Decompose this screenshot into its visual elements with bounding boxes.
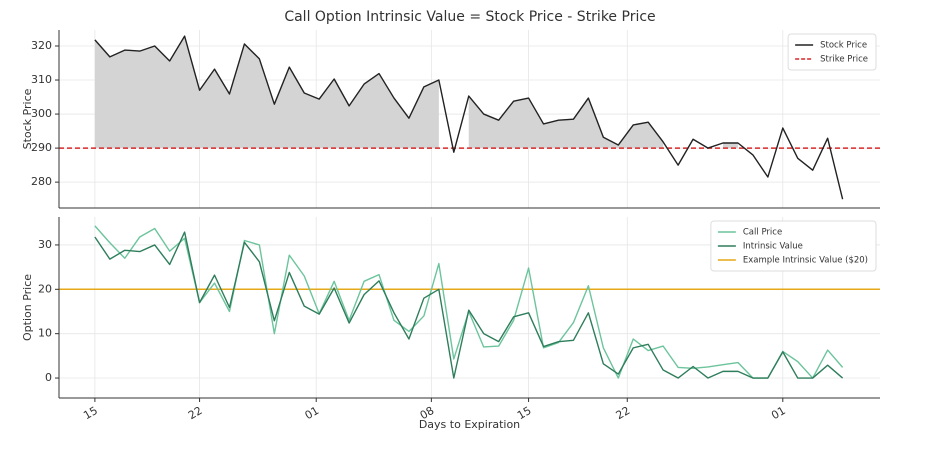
y-tick-label: 10 [38,327,52,340]
x-tick-label: 01 [769,404,788,422]
y-axis-label: Option Price [21,274,34,341]
legend-label: Intrinsic Value [743,242,803,252]
legend-label: Stock Price [820,41,867,51]
x-tick-label: 22 [614,404,633,422]
fill-area [94,36,439,149]
legend: Call Price Intrinsic Value Example Intrins… [710,220,877,272]
series-line [94,35,844,200]
y-tick-label: 290 [31,141,52,154]
y-axis-label: Stock Price [21,88,34,149]
y-tick-label: 30 [38,238,52,251]
fill-area [468,96,664,149]
x-tick-label: 15 [81,404,100,422]
legend: Stock Price Strike Price [787,33,877,71]
series-line [94,231,844,379]
legend-box [787,33,877,71]
legend-box [710,220,877,272]
x-tick-label: 15 [515,404,534,422]
y-tick-label: 310 [31,73,52,86]
y-tick-label: 320 [31,39,52,52]
legend-label: Example Intrinsic Value ($20) [743,256,868,266]
y-tick-label: 0 [45,371,52,384]
legend-label: Call Price [743,228,782,238]
x-tick-label: 01 [303,404,322,422]
x-tick-label: 08 [418,404,437,422]
y-tick-label: 280 [31,175,52,188]
y-tick-label: 300 [31,107,52,120]
fill-area [722,142,738,149]
x-axis-label: Days to Expiration [419,418,520,431]
y-tick-label: 20 [38,282,52,295]
x-tick-label: 22 [186,404,205,422]
legend-label: Strike Price [820,55,868,65]
chart-title: Call Option Intrinsic Value = Stock Pric… [284,9,655,25]
